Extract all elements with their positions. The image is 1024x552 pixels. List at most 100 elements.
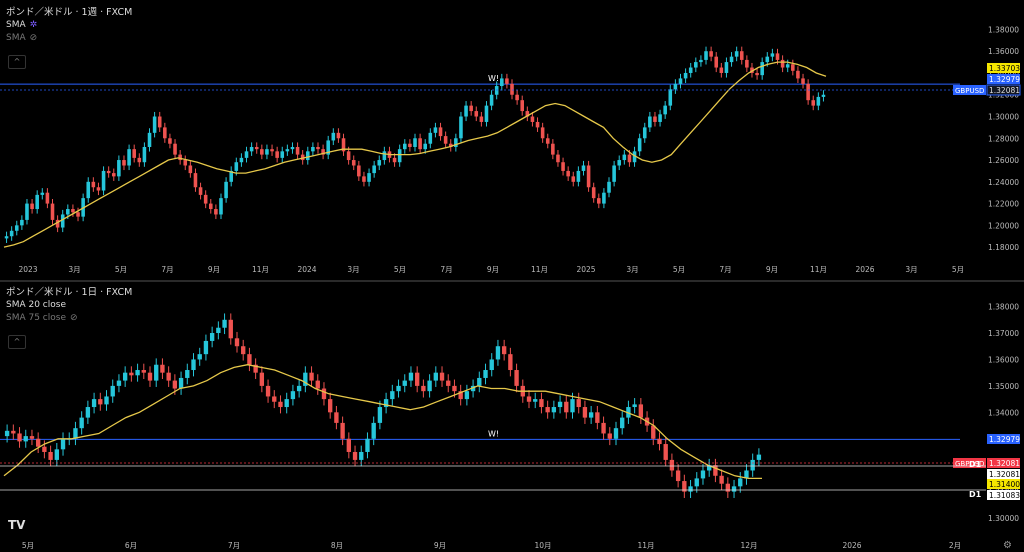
candle-body bbox=[564, 401, 569, 413]
candle-body bbox=[29, 436, 35, 439]
candle-body bbox=[694, 62, 698, 68]
candle-body bbox=[111, 173, 116, 177]
candle-body bbox=[157, 116, 162, 128]
candle-body bbox=[341, 138, 346, 152]
candle-body bbox=[525, 111, 530, 117]
candle-body bbox=[191, 359, 196, 371]
candle-body bbox=[101, 170, 106, 191]
x-tick-label: 3月 bbox=[626, 265, 638, 274]
candle-body bbox=[122, 372, 128, 381]
candle-body bbox=[351, 160, 356, 166]
candle-body bbox=[576, 170, 581, 182]
candle-body bbox=[357, 165, 361, 177]
annotation-label: W! bbox=[488, 429, 499, 438]
weekly-chart-svg[interactable]: 1.380001.360001.340001.320001.300001.280… bbox=[0, 0, 1024, 280]
sma75-indicator-row[interactable]: SMA 75 close ⊘ bbox=[6, 312, 132, 325]
candle-body bbox=[607, 433, 612, 439]
candle-body bbox=[265, 385, 271, 397]
candle-body bbox=[224, 181, 228, 199]
d1-label: D1 bbox=[969, 460, 982, 469]
collapse-legend-button[interactable]: ^ bbox=[8, 55, 26, 69]
candle-body bbox=[203, 340, 209, 355]
candle-body bbox=[54, 449, 59, 460]
candle-body bbox=[729, 56, 734, 63]
candle-body bbox=[346, 438, 352, 452]
candle-body bbox=[300, 154, 305, 161]
candle-body bbox=[296, 385, 302, 392]
candle-body bbox=[185, 370, 190, 378]
candle-body bbox=[438, 127, 443, 137]
candle-body bbox=[540, 127, 545, 139]
candle-body bbox=[76, 212, 80, 217]
candle-body bbox=[98, 399, 103, 405]
x-tick-label: 2024 bbox=[297, 265, 316, 274]
sma-indicator-row[interactable]: SMA ✲ bbox=[6, 19, 132, 32]
weekly-legend: ポンド／米ドル · 1週 · FXCM SMA ✲ SMA ⊘ bbox=[6, 6, 132, 45]
settings-dot-icon: ✲ bbox=[29, 20, 38, 30]
candle-body bbox=[663, 444, 668, 460]
candle-body bbox=[382, 151, 387, 161]
collapse-legend-button[interactable]: ^ bbox=[8, 335, 26, 349]
candle-body bbox=[86, 181, 91, 199]
candle-body bbox=[801, 78, 805, 84]
candle-body bbox=[278, 401, 283, 408]
candle-body bbox=[129, 372, 134, 376]
candle-body bbox=[55, 219, 60, 228]
candle-body bbox=[443, 136, 448, 144]
candle-body bbox=[241, 346, 246, 355]
eye-hidden-icon[interactable]: ⊘ bbox=[70, 313, 78, 323]
candle-body bbox=[607, 181, 611, 193]
eye-hidden-icon[interactable]: ⊘ bbox=[29, 33, 38, 43]
candle-body bbox=[362, 176, 366, 182]
candle-body bbox=[427, 380, 432, 392]
candle-body bbox=[617, 160, 622, 166]
daily-chart-pane[interactable]: 1.380001.370001.360001.350001.340001.330… bbox=[0, 282, 1024, 552]
candle-body bbox=[20, 219, 24, 226]
candle-body bbox=[135, 370, 140, 376]
candle-body bbox=[483, 370, 488, 378]
candle-body bbox=[48, 451, 53, 460]
candle-body bbox=[79, 417, 84, 429]
candle-body bbox=[244, 151, 249, 158]
candle-body bbox=[214, 209, 218, 215]
candle-body bbox=[216, 327, 221, 334]
candle-body bbox=[591, 187, 596, 199]
sma-hidden-row[interactable]: SMA ⊘ bbox=[6, 32, 132, 45]
sma20-indicator-row[interactable]: SMA 20 close bbox=[6, 299, 132, 312]
candle-body bbox=[331, 132, 336, 141]
annotation-label: W! bbox=[488, 74, 499, 83]
x-tick-label: 5月 bbox=[115, 265, 127, 274]
x-tick-label: 7月 bbox=[161, 265, 173, 274]
candle-body bbox=[311, 146, 315, 152]
candle-body bbox=[17, 433, 22, 442]
x-tick-label: 9月 bbox=[487, 265, 499, 274]
daily-chart-svg[interactable]: 1.380001.370001.360001.350001.340001.330… bbox=[0, 282, 1024, 552]
candle-body bbox=[439, 372, 445, 381]
y-tick-label: 1.20000 bbox=[988, 221, 1019, 230]
pane-divider[interactable] bbox=[0, 280, 1024, 282]
candle-body bbox=[539, 399, 544, 408]
candle-body bbox=[160, 364, 165, 373]
candle-body bbox=[104, 396, 109, 405]
gear-icon[interactable]: ⚙ bbox=[1003, 540, 1012, 551]
x-tick-label: 11月 bbox=[531, 265, 548, 274]
x-tick-label: 12月 bbox=[740, 541, 757, 550]
candle-body bbox=[428, 132, 433, 144]
candle-body bbox=[557, 401, 563, 408]
candle-body bbox=[714, 56, 719, 68]
candle-body bbox=[154, 364, 159, 381]
weekly-chart-pane[interactable]: 1.380001.360001.340001.320001.300001.280… bbox=[0, 0, 1024, 280]
candle-body bbox=[403, 143, 407, 150]
x-tick-label: 7月 bbox=[228, 541, 240, 550]
price-tag bbox=[987, 479, 1020, 489]
candle-body bbox=[383, 399, 389, 408]
candle-body bbox=[561, 162, 565, 171]
candle-body bbox=[96, 187, 101, 191]
candle-body bbox=[147, 132, 152, 147]
candle-body bbox=[60, 438, 66, 450]
candle-body bbox=[122, 160, 126, 166]
price-tag-label: 1.31083 bbox=[989, 491, 1020, 500]
tradingview-logo: TV bbox=[8, 518, 26, 532]
candle-body bbox=[673, 83, 678, 90]
candle-body bbox=[821, 94, 826, 97]
